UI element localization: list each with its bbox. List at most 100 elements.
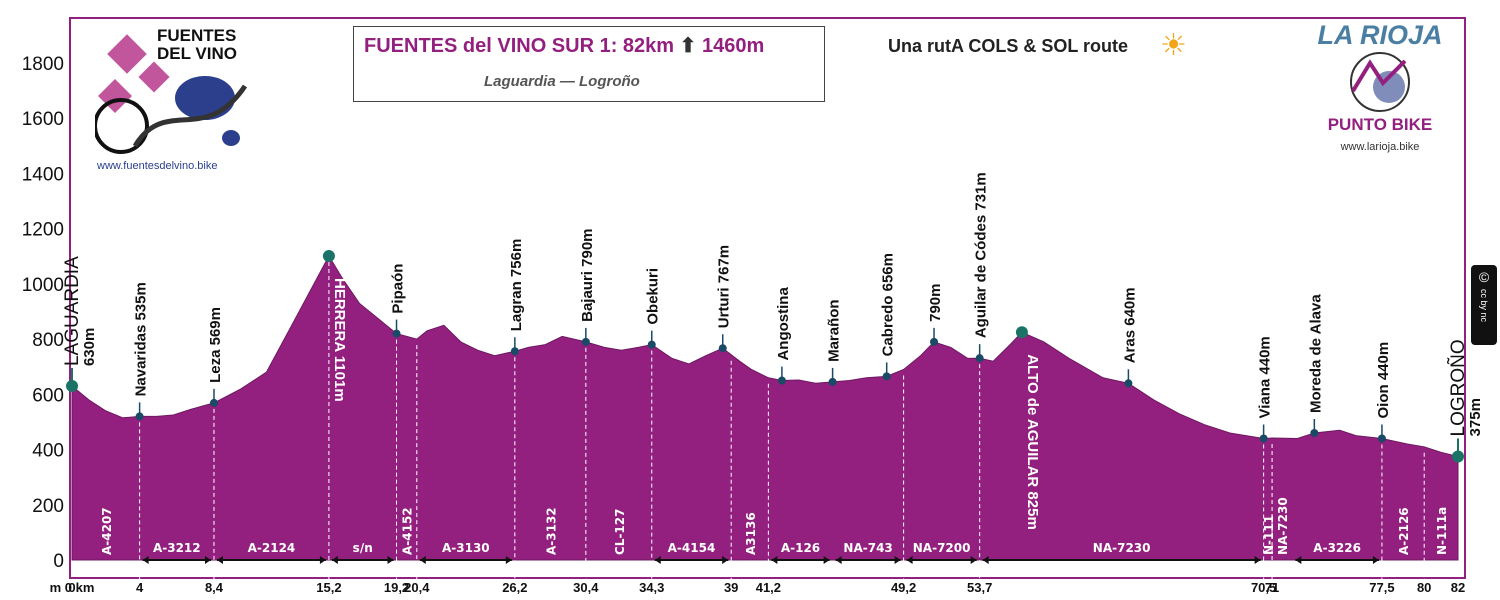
road-label: CL-127 [613, 509, 627, 555]
y-tick-label: 1000 [22, 275, 64, 296]
road-label: A-3226 [1313, 541, 1361, 555]
place-name: Angostina [775, 287, 792, 361]
x-unit-label: m 0 km [50, 580, 95, 595]
road-label: A-3130 [442, 541, 490, 555]
road-label: N-111a [1435, 507, 1449, 555]
place-name: LAGUARDIA [62, 256, 83, 366]
road-label: NA-7230 [1276, 497, 1290, 555]
logo-diamond-2 [138, 61, 170, 93]
logo-blob-small [222, 130, 240, 146]
place-name: Obekuri [645, 268, 662, 325]
place-marker [135, 412, 144, 421]
place-marker [1124, 379, 1133, 388]
y-tick-label: 1800 [22, 54, 64, 75]
cyclist-sun-icon: ☀ [1160, 29, 1187, 62]
region-logo [1350, 52, 1410, 112]
road-arrow-left [835, 556, 842, 564]
place-name: Cabredo 656m [880, 253, 897, 356]
place-name: Viana 440m [1257, 336, 1274, 418]
road-label: A-4207 [100, 507, 114, 555]
y-tick-label: 800 [32, 330, 64, 351]
place-name: Oion 440m [1375, 342, 1392, 419]
road-arrow-right [505, 556, 512, 564]
place-marker [718, 344, 727, 353]
summit-marker [322, 250, 335, 263]
logo-blob [175, 76, 235, 120]
place-name: 790m [927, 283, 944, 321]
brand-block-right: LA RIOJA PUNTO BIKE www.larioja.bike [1300, 20, 1460, 165]
partner-text: Una rutA COLS & SOL route [888, 36, 1129, 56]
brand-name-2: DEL VINO [157, 44, 237, 63]
road-arrow-left [771, 556, 778, 564]
y-tick-label: 0 [53, 551, 64, 572]
place-marker [930, 337, 939, 346]
road-label: A-126 [781, 541, 820, 555]
license-badge: © cc by nc [1471, 265, 1497, 345]
x-tick-label: 26,2 [502, 580, 527, 595]
elevation-area [71, 254, 1459, 561]
x-tick-label: 41,2 [756, 580, 781, 595]
road-label: A-2124 [248, 541, 296, 555]
place-name: ALTO de AGUILAR 825m [1024, 354, 1041, 530]
y-tick-label: 1200 [22, 220, 64, 241]
x-tick-label: 71 [1265, 580, 1279, 595]
brand-url: www.fuentesdelvino.bike [97, 160, 218, 172]
x-tick-label: 82 [1451, 580, 1465, 595]
road-arrow-left [1295, 556, 1302, 564]
place-name: Moreda de Alava [1307, 294, 1324, 413]
place-elevation: 375m [1467, 398, 1484, 436]
license-text: cc by nc [1479, 289, 1489, 323]
place-marker [510, 347, 519, 356]
place-name: HERRERA 1101m [331, 278, 348, 402]
region-logo-mountain [1351, 59, 1407, 93]
road-label: NA-743 [843, 541, 892, 555]
road-label: A-4154 [668, 541, 716, 555]
logo-wheel [95, 98, 149, 154]
road-arrow-right [387, 556, 394, 564]
summit-marker [1015, 326, 1028, 339]
logo-diamond-1 [107, 34, 147, 74]
x-tick-label: 49,2 [891, 580, 916, 595]
road-arrow-right [722, 556, 729, 564]
region-logo-ring [1350, 52, 1410, 112]
y-tick-label: 600 [32, 385, 64, 406]
place-marker [1377, 434, 1386, 443]
summit-marker [66, 380, 78, 393]
y-tick-label: 1400 [22, 164, 64, 185]
place-marker [392, 329, 401, 338]
road-label: A-3132 [544, 507, 558, 555]
route-title: FUENTES del VINO SUR 1: 82km [364, 35, 675, 57]
x-tick-label: 4 [136, 580, 144, 595]
x-tick-label: 30,4 [573, 580, 599, 595]
place-name: Marañon [826, 299, 843, 362]
logo-road [132, 84, 248, 148]
road-label: s/n [353, 541, 373, 555]
place-marker [1259, 434, 1268, 443]
road-label: A-3212 [153, 541, 201, 555]
place-marker [1310, 428, 1319, 437]
chart-frame [69, 17, 1466, 579]
road-arrow-right [204, 556, 211, 564]
place-marker [647, 340, 656, 349]
road-label: N-111 [1262, 515, 1276, 555]
y-tick-label: 200 [32, 496, 64, 517]
x-tick-label: 39 [724, 580, 738, 595]
x-tick-label: 70,5 [1251, 580, 1276, 595]
place-marker [209, 398, 218, 407]
place-name: Aras 640m [1121, 287, 1138, 363]
road-arrow-left [419, 556, 426, 564]
road-arrow-left [906, 556, 913, 564]
place-name: Lagran 756m [508, 239, 525, 332]
road-label: A3136 [744, 512, 758, 555]
place-name: Bajauri 790m [579, 228, 596, 321]
summit-marker [1452, 450, 1464, 463]
road-arrow-left [982, 556, 989, 564]
elevation-gain: 1460m [701, 35, 765, 57]
place-name: Urturi 767m [716, 245, 733, 328]
road-arrow-right [894, 556, 901, 564]
place-elevation: 630m [81, 328, 98, 366]
cc-icon: © [1478, 269, 1490, 285]
brand-block-left: FUENTES DEL VINO www.fuentesdelvino.bike [95, 26, 255, 176]
road-arrow-right [823, 556, 830, 564]
